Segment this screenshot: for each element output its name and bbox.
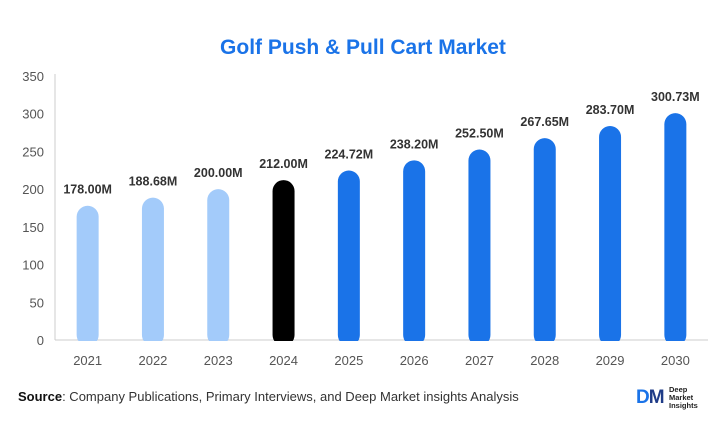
- x-tick-label: 2027: [465, 353, 494, 368]
- data-label: 267.65M: [520, 115, 569, 129]
- source-label: Source: [18, 389, 63, 404]
- x-tick-label: 2022: [138, 353, 167, 368]
- x-tick-label: 2029: [596, 353, 625, 368]
- logo-text: Deep Market Insights: [669, 386, 698, 410]
- x-tick-label: 2024: [269, 353, 298, 368]
- y-tick-label: 200: [22, 182, 44, 197]
- y-tick-label: 350: [22, 69, 44, 84]
- y-tick-label: 150: [22, 220, 44, 235]
- x-tick-label: 2021: [73, 353, 102, 368]
- logo-line: Insights: [669, 401, 698, 410]
- data-label: 300.73M: [651, 90, 700, 104]
- bar: [272, 180, 295, 346]
- y-tick-label: 0: [37, 333, 44, 348]
- data-label: 178.00M: [63, 183, 112, 197]
- bar: [141, 197, 164, 346]
- baseline-mask: [56, 341, 709, 347]
- logo-mark-icon: DM: [636, 387, 665, 408]
- bar: [403, 160, 426, 346]
- bar-chart: 0 50 100 150 200 250 300 350 178.00M 2021 188.68M 2…: [22, 69, 709, 368]
- data-label: 224.72M: [325, 147, 374, 161]
- y-tick-label: 50: [30, 295, 44, 310]
- chart-title: Golf Push & Pull Cart Market: [220, 36, 506, 59]
- logo-line: Deep: [669, 385, 688, 394]
- x-tick-label: 2030: [661, 353, 690, 368]
- bar: [599, 126, 622, 346]
- source-note: Source: Company Publications, Primary In…: [18, 389, 519, 404]
- y-tick-label: 250: [22, 144, 44, 159]
- x-tick-label: 2028: [530, 353, 559, 368]
- bar: [207, 189, 230, 346]
- data-label: 188.68M: [129, 175, 178, 189]
- y-tick-label: 300: [22, 107, 44, 122]
- source-text: : Company Publications, Primary Intervie…: [62, 389, 519, 404]
- y-tick-label: 100: [22, 258, 44, 273]
- bar: [664, 113, 687, 346]
- bar: [76, 205, 99, 346]
- data-label: 238.20M: [390, 137, 439, 151]
- bar: [337, 170, 360, 346]
- data-label: 200.00M: [194, 166, 243, 180]
- company-logo: DM Deep Market Insights: [636, 385, 716, 413]
- logo-line: Market: [669, 393, 694, 402]
- bar: [468, 149, 491, 346]
- x-tick-label: 2023: [204, 353, 233, 368]
- bar: [533, 138, 556, 346]
- x-tick-label: 2025: [334, 353, 363, 368]
- data-label: 212.00M: [259, 157, 308, 171]
- data-label: 283.70M: [586, 103, 635, 117]
- data-label: 252.50M: [455, 127, 504, 141]
- x-tick-label: 2026: [400, 353, 429, 368]
